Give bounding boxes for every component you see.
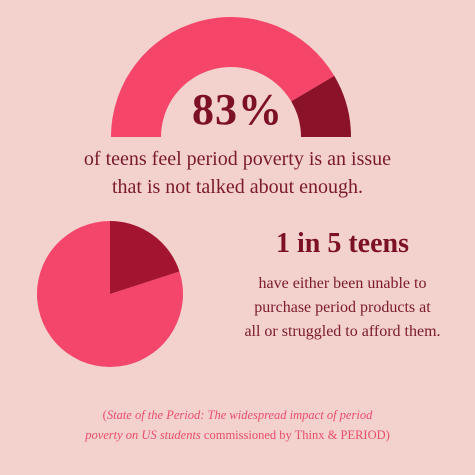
stat-caption-line-1: of teens feel period poverty is an issue bbox=[83, 148, 392, 170]
citation-rest: commissioned by Thinx & PERIOD) bbox=[200, 428, 390, 442]
gauge-segment-1 bbox=[291, 75, 351, 137]
stat-ratio-description: have either been unable to purchase peri… bbox=[210, 272, 475, 344]
gauge-chart bbox=[111, 17, 351, 137]
pie-slice-1 bbox=[110, 221, 180, 294]
citation-open-paren: ( bbox=[102, 408, 107, 422]
citation-title-line-1: State of the Period: The widespread impa… bbox=[106, 408, 373, 422]
stat-caption-line-2: that is not talked about enough. bbox=[111, 176, 364, 198]
pie-chart bbox=[36, 221, 183, 367]
source-citation: (State of the Period: The widespread imp… bbox=[20, 405, 455, 445]
stat-ratio-line-3: all or struggled to afford them. bbox=[244, 323, 441, 340]
stat-ratio-title: 1 in 5 teens bbox=[276, 228, 409, 259]
stat-caption: of teens feel period poverty is an issue… bbox=[0, 145, 475, 201]
pie-slice-0 bbox=[36, 221, 183, 367]
gauge-segment-0 bbox=[111, 17, 335, 137]
stat-ratio-line-1: have either been unable to bbox=[258, 275, 427, 292]
stat-ratio-line-2: purchase period products at bbox=[254, 299, 431, 316]
stat-percentage: 83% bbox=[192, 85, 283, 134]
citation-title-line-2: poverty on US students bbox=[85, 428, 201, 442]
